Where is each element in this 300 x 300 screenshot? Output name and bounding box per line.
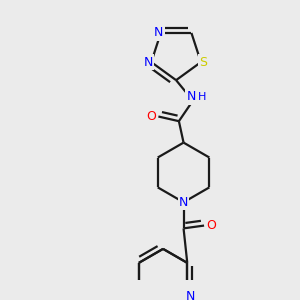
Text: N: N (185, 290, 195, 300)
Text: N: N (154, 26, 164, 39)
Text: S: S (199, 56, 207, 69)
Text: O: O (146, 110, 156, 123)
Text: O: O (207, 219, 217, 232)
Text: H: H (198, 92, 206, 102)
Text: N: N (179, 196, 188, 209)
Text: N: N (144, 56, 153, 69)
Text: N: N (186, 90, 196, 104)
